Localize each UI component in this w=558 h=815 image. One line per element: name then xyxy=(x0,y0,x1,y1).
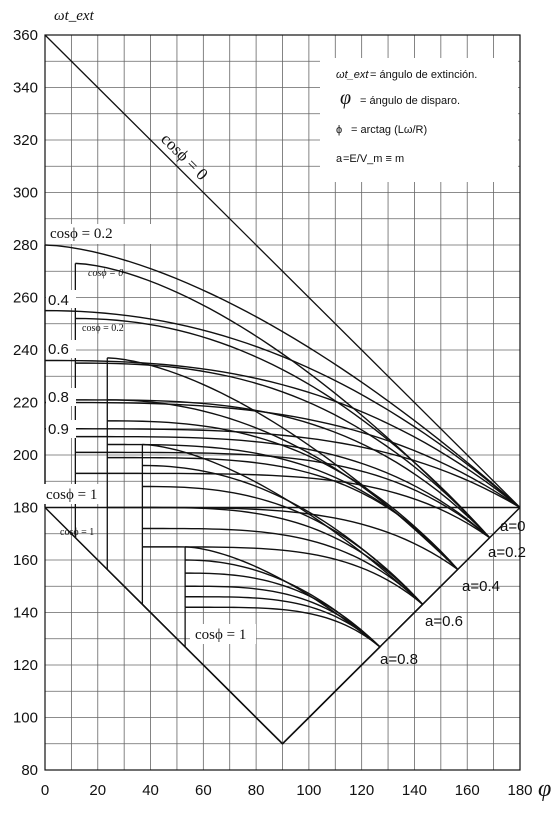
curve-a0.6-cos0.6 xyxy=(142,485,424,605)
curve-a0.2-cos1 xyxy=(75,472,491,539)
a-label-3: a=0.6 xyxy=(425,613,463,630)
cos-label-4: 0.8 xyxy=(48,389,69,406)
x-tick-label: 0 xyxy=(41,782,49,799)
cos-label-7: cosϕ = 0 xyxy=(88,268,123,279)
curve-a0.6-cos0.8 xyxy=(142,506,424,605)
x-tick-label: 140 xyxy=(402,782,427,799)
legend-text-1: = ángulo de disparo. xyxy=(360,95,460,107)
y-tick-label: 160 xyxy=(13,552,38,569)
x-tick-label: 60 xyxy=(195,782,212,799)
a-label-4: a=0.8 xyxy=(380,651,418,668)
y-tick-label: 220 xyxy=(13,395,38,412)
cos-label-6: cosϕ = 1 xyxy=(46,487,97,503)
y-axis-label: ωt_ext xyxy=(54,8,95,24)
curve-a0.8-cos0.8 xyxy=(185,585,381,648)
family-a-0.8 xyxy=(184,546,381,745)
x-tick-label: 180 xyxy=(507,782,532,799)
tick-labels: 0 20 40 60 80 100 120 140 160 180 80 100 120 140 160 18… xyxy=(13,27,533,799)
curve-a0.2-cos0.2 xyxy=(75,317,491,539)
legend-text-2: = arctag (Lω/R) xyxy=(351,124,427,136)
curve-a0.8-cos0.9 xyxy=(185,596,381,648)
cos-label-9: cosϕ = 1 xyxy=(60,527,94,538)
family-bottom-diag xyxy=(184,646,283,745)
cos-label-5: 0.9 xyxy=(48,421,69,438)
curve-a0.2-cos0.9 xyxy=(75,451,491,539)
cos-label-3: 0.6 xyxy=(48,341,69,358)
curve-a0-cos0.9 xyxy=(44,428,521,509)
x-tick-label: 100 xyxy=(296,782,321,799)
curve-a0.2-cos0.6 xyxy=(75,399,491,539)
curve-a0-cos0.2 xyxy=(44,244,521,509)
x-tick-label: 40 xyxy=(142,782,159,799)
legend-text-3: =E/V_m ≡ m xyxy=(343,153,404,165)
a-label-0: a=0 xyxy=(500,518,525,535)
y-tick-label: 300 xyxy=(13,185,38,202)
boundary-cosphi-0 xyxy=(44,34,521,508)
curve-a0.2-cos0.4 xyxy=(75,362,491,539)
cos-label-1: cosϕ = 0.2 xyxy=(50,226,113,242)
a-label-1: a=0.2 xyxy=(488,544,526,561)
curve-a0.8-cos1 xyxy=(185,606,381,648)
curve-a0.8-cos0.6 xyxy=(185,572,381,648)
curve-a0-cos0.8 xyxy=(44,401,521,509)
curve-a0-cos0.6 xyxy=(44,359,521,509)
cos-label-8: cosϕ = 0.2 xyxy=(82,323,124,334)
curve-families xyxy=(44,244,521,745)
x-axis-label: φ xyxy=(538,776,551,802)
curve-a0.4-cos0.6 xyxy=(107,420,459,570)
legend-box xyxy=(320,58,518,182)
y-tick-label: 180 xyxy=(13,500,38,517)
y-tick-label: 240 xyxy=(13,342,38,359)
y-tick-label: 280 xyxy=(13,237,38,254)
y-tick-label: 360 xyxy=(13,27,38,44)
legend: ωt_ext = ángulo de extinción. φ = ángulo… xyxy=(320,58,518,182)
legend-symbol-1: φ xyxy=(340,87,351,109)
y-tick-label: 340 xyxy=(13,80,38,97)
y-tick-label: 80 xyxy=(21,762,38,779)
legend-symbol-3: a xyxy=(336,153,343,165)
family-a-0.2 xyxy=(74,262,491,745)
legend-text-0: = ángulo de extinción. xyxy=(370,69,477,81)
legend-symbol-0: ωt_ext xyxy=(336,69,369,81)
y-tick-label: 120 xyxy=(13,657,38,674)
x-tick-label: 120 xyxy=(349,782,374,799)
legend-symbol-2: ϕ xyxy=(336,124,342,136)
curve-a0.4-cos0.9 xyxy=(107,456,459,570)
curve-a0.6-cos0.9 xyxy=(142,527,424,605)
y-tick-label: 260 xyxy=(13,290,38,307)
y-tick-label: 320 xyxy=(13,132,38,149)
cos-label-2: 0.4 xyxy=(48,292,69,309)
curve-a0-cos0.4 xyxy=(44,309,521,509)
y-tick-label: 100 xyxy=(13,710,38,727)
a-label-2: a=0.4 xyxy=(462,578,500,595)
y-tick-label: 140 xyxy=(13,605,38,622)
cos-label-10: cosϕ = 1 xyxy=(195,627,246,643)
x-tick-label: 80 xyxy=(248,782,265,799)
y-tick-label: 200 xyxy=(13,447,38,464)
family-right-diag xyxy=(282,646,381,745)
a-labels: a=0 a=0.2 a=0.4 a=0.6 a=0.8 xyxy=(380,518,526,668)
x-tick-label: 160 xyxy=(455,782,480,799)
x-tick-label: 20 xyxy=(89,782,106,799)
